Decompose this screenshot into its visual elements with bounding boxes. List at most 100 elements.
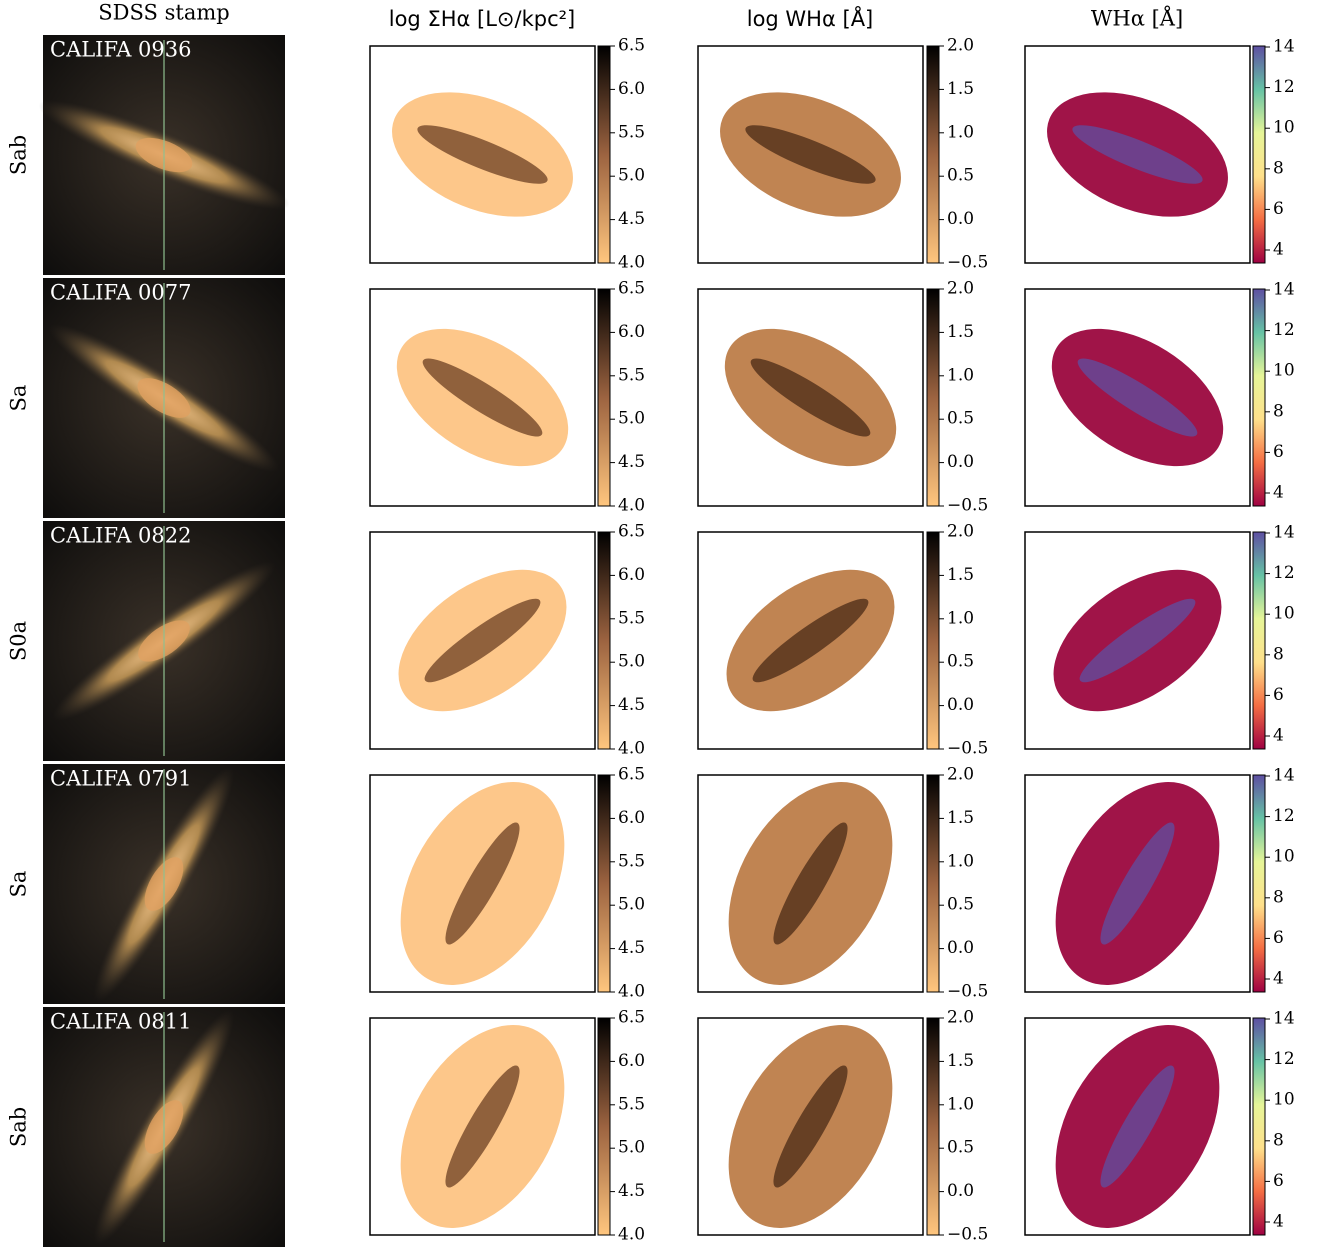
colorbar-tick-label: 8 xyxy=(1273,1130,1284,1150)
colorbar-tick-label: 1.5 xyxy=(947,808,974,828)
colorbar-tick-label: 8 xyxy=(1273,158,1284,178)
colorbar-tick-label: 14 xyxy=(1273,766,1295,786)
map-core xyxy=(752,598,869,683)
colorbar xyxy=(1252,288,1266,507)
colorbar-tick-label: 6.0 xyxy=(618,79,645,99)
colorbar-tick-label: 4.0 xyxy=(618,253,645,273)
map xyxy=(1055,782,1220,985)
colorbar-tick-label: 0.0 xyxy=(947,209,974,229)
map-core xyxy=(422,358,543,437)
column-header: log WHα [Å] xyxy=(747,5,874,31)
galaxy-name: CALIFA 0822 xyxy=(50,524,192,548)
colorbar-tick-label: 1.5 xyxy=(947,1051,974,1071)
colorbar-tick-label: 1.5 xyxy=(947,79,974,99)
colorbar-tick-label: 1.5 xyxy=(947,565,974,585)
colorbar xyxy=(597,288,611,507)
map xyxy=(400,782,565,985)
colorbar-tick-label: 14 xyxy=(1273,523,1295,543)
colorbar-tick-label: 14 xyxy=(1273,280,1295,300)
colorbar-tick-label: 1.0 xyxy=(947,851,974,871)
colorbar-tick-label: 0.5 xyxy=(947,1138,974,1158)
galaxy-name: CALIFA 0077 xyxy=(50,281,192,305)
colorbar xyxy=(597,531,611,750)
colorbar-tick-label: 8 xyxy=(1273,644,1284,664)
colorbar-tick-label: 4 xyxy=(1273,726,1284,746)
colorbar-tick-label: 4.0 xyxy=(618,739,645,759)
colorbar-tick-label: 0.0 xyxy=(947,1181,974,1201)
colorbar-tick-label: 5.0 xyxy=(618,409,645,429)
colorbar-tick-label: 5.5 xyxy=(618,1094,645,1114)
colorbar-tick-label: 1.5 xyxy=(947,322,974,342)
column-header: WHα [Å] xyxy=(1091,6,1183,31)
map xyxy=(728,1025,893,1228)
colorbar xyxy=(1252,45,1266,264)
map-core xyxy=(773,1065,848,1188)
colorbar-tick-label: 12 xyxy=(1273,77,1295,97)
colorbar-tick-label: 0.5 xyxy=(947,652,974,672)
map-core xyxy=(445,822,520,945)
map xyxy=(1051,328,1224,467)
galaxy-name: CALIFA 0791 xyxy=(50,767,192,791)
map-core xyxy=(1100,1065,1175,1188)
map xyxy=(400,1025,565,1228)
map-core xyxy=(1079,598,1196,683)
map xyxy=(1047,92,1228,217)
column-header: log ΣHα [L⊙/kpc²] xyxy=(389,7,575,31)
galaxy-type: Sa xyxy=(7,871,31,898)
colorbar-tick-label: 6.0 xyxy=(618,322,645,342)
map xyxy=(398,569,567,712)
colorbar-tick-label: 6.0 xyxy=(618,1051,645,1071)
galaxy-type: Sab xyxy=(7,135,31,175)
colorbar xyxy=(1252,774,1266,993)
colorbar-tick-label: 5.0 xyxy=(618,895,645,915)
colorbar-tick-label: 4.5 xyxy=(618,452,645,472)
colorbar-tick-label: 12 xyxy=(1273,1049,1295,1069)
colorbar-tick-label: 6.5 xyxy=(618,1008,645,1028)
colorbar-tick-label: 8 xyxy=(1273,401,1284,421)
map-core xyxy=(745,125,876,184)
colorbar-tick-label: 10 xyxy=(1273,847,1295,867)
colorbar xyxy=(926,531,940,750)
colorbar-tick-label: 4.0 xyxy=(618,1225,645,1245)
colorbar-tick-label: 4.5 xyxy=(618,209,645,229)
colorbar-tick-label: 14 xyxy=(1273,37,1295,57)
colorbar-tick-label: 12 xyxy=(1273,320,1295,340)
galaxy-name: CALIFA 0936 xyxy=(50,38,192,62)
colorbar-tick-label: 4 xyxy=(1273,969,1284,989)
colorbar-tick-label: 6 xyxy=(1273,685,1284,705)
map-core xyxy=(445,1065,520,1188)
map-core xyxy=(1072,125,1203,184)
colorbar-tick-label: 5.5 xyxy=(618,851,645,871)
colorbar-tick-label: 5.5 xyxy=(618,122,645,142)
colorbar xyxy=(597,45,611,264)
colorbar-tick-label: 2.0 xyxy=(947,765,974,785)
colorbar xyxy=(1252,1017,1266,1236)
colorbar-tick-label: 8 xyxy=(1273,887,1284,907)
colorbar-tick-label: 6.5 xyxy=(618,36,645,56)
colorbar-tick-label: 6 xyxy=(1273,928,1284,948)
colorbar-tick-label: 0.5 xyxy=(947,409,974,429)
stamp-header: SDSS stamp xyxy=(98,1,229,25)
colorbar-tick-label: 6.5 xyxy=(618,765,645,785)
colorbar-tick-label: 1.0 xyxy=(947,1094,974,1114)
map xyxy=(1053,569,1222,712)
colorbar-tick-label: −0.5 xyxy=(947,739,988,759)
colorbar-tick-label: 1.0 xyxy=(947,365,974,385)
colorbar-tick-label: 0.5 xyxy=(947,895,974,915)
galaxy-type: S0a xyxy=(7,621,31,661)
colorbar-tick-label: 4.5 xyxy=(618,695,645,715)
colorbar-tick-label: −0.5 xyxy=(947,1225,988,1245)
map-core xyxy=(1100,822,1175,945)
colorbar-tick-label: 0.0 xyxy=(947,452,974,472)
colorbar-tick-label: 0.0 xyxy=(947,938,974,958)
map xyxy=(396,328,569,467)
colorbar-tick-label: 5.0 xyxy=(618,166,645,186)
colorbar-tick-label: 4 xyxy=(1273,240,1284,260)
colorbar-tick-label: 14 xyxy=(1273,1009,1295,1029)
colorbar-tick-label: 2.0 xyxy=(947,36,974,56)
colorbar-tick-label: 10 xyxy=(1273,118,1295,138)
colorbar xyxy=(597,774,611,993)
colorbar-tick-label: 5.5 xyxy=(618,608,645,628)
colorbar-tick-label: −0.5 xyxy=(947,253,988,273)
map-core xyxy=(417,125,548,184)
